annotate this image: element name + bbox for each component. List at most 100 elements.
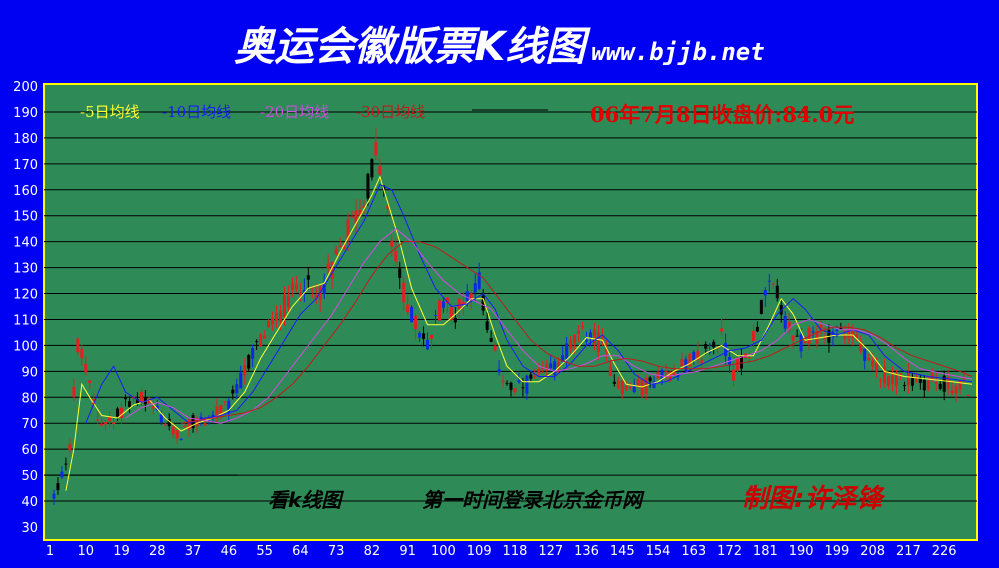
candle-body: [751, 331, 755, 342]
x-tick-label: 190: [789, 544, 814, 559]
candle-body: [724, 343, 728, 357]
candle-body: [585, 340, 589, 342]
x-tick-label: 19: [113, 544, 130, 559]
candle-body: [692, 352, 696, 361]
candle-body: [231, 389, 235, 394]
candle-body: [239, 372, 243, 389]
plot-area: [43, 83, 978, 541]
candle-body: [513, 388, 517, 393]
candle-body: [664, 371, 668, 373]
candle-body: [914, 376, 918, 382]
close-price-note: 06年7月8日收盘价:84.0元: [590, 102, 854, 127]
candle-body: [124, 397, 128, 400]
title-main: 奥运会徽版票K线图: [234, 24, 586, 70]
candle-body: [362, 206, 366, 208]
candle-body: [159, 414, 163, 423]
x-tick-label: 226: [932, 544, 957, 559]
candle-body: [767, 280, 771, 282]
candle-body: [561, 355, 565, 362]
candle-body: [954, 386, 958, 394]
candle-body: [716, 347, 720, 349]
candle-body: [600, 336, 604, 339]
candle-body: [326, 263, 330, 269]
candle-body: [648, 377, 652, 382]
candle-body: [426, 339, 430, 350]
candle-body: [298, 292, 302, 296]
candle-body: [183, 426, 187, 428]
candle-body: [521, 387, 525, 389]
candle-body: [898, 373, 902, 376]
x-tick-label: 217: [896, 544, 921, 559]
candle-body: [541, 367, 545, 369]
y-tick-label: 130: [13, 262, 38, 277]
candle-body: [660, 369, 664, 380]
caption-kline: 看k线图: [268, 488, 342, 512]
y-tick-label: 120: [13, 288, 38, 303]
x-tick-label: 1: [46, 544, 54, 559]
candle-body: [398, 268, 402, 278]
candle-body: [175, 429, 179, 439]
candle-body: [565, 343, 569, 359]
candle-body: [489, 338, 493, 342]
candle-body: [251, 347, 255, 359]
candle-body: [243, 365, 247, 376]
candle-body: [382, 185, 386, 189]
candle-body: [557, 362, 561, 370]
candle-body: [819, 324, 823, 331]
candle-body: [235, 384, 239, 394]
y-tick-label: 180: [13, 132, 38, 147]
candle-body: [402, 282, 406, 303]
x-tick-label: 28: [149, 544, 166, 559]
candle-body: [247, 355, 251, 369]
y-tick-label: 70: [21, 417, 38, 432]
y-tick-label: 50: [21, 469, 38, 484]
candle-body: [96, 419, 100, 421]
candle-body: [72, 387, 76, 398]
candle-body: [445, 297, 449, 304]
candle-body: [668, 371, 672, 382]
candle-body: [803, 341, 807, 343]
candle-body: [847, 328, 851, 338]
candle-body: [775, 285, 779, 299]
candle-body: [887, 376, 891, 387]
candle-body: [195, 418, 199, 427]
candle-body: [358, 209, 362, 217]
candle-body: [934, 382, 938, 384]
candle-body: [592, 329, 596, 345]
candle-body: [962, 378, 966, 380]
candle-body: [616, 380, 620, 389]
candle-body: [950, 390, 954, 394]
candle-body: [596, 332, 600, 353]
y-tick-label: 200: [13, 80, 38, 95]
candle-body: [179, 439, 183, 441]
candle-body: [306, 275, 310, 280]
x-tick-label: 199: [824, 544, 849, 559]
candle-body: [465, 291, 469, 301]
x-tick-label: 100: [431, 544, 456, 559]
candle-body: [787, 321, 791, 330]
candle-body: [696, 350, 700, 360]
ma5-line: [65, 175, 973, 491]
candle-body: [151, 406, 155, 409]
candle-body: [290, 282, 294, 290]
candle-body: [279, 311, 282, 322]
candle-body: [112, 422, 116, 425]
candle-body: [318, 286, 322, 300]
candle-body: [199, 416, 203, 421]
candle-body: [902, 385, 906, 387]
candle-body: [60, 471, 64, 478]
candle-body: [831, 331, 835, 338]
candle-body: [322, 284, 326, 294]
candle-body: [338, 245, 342, 247]
candle-body: [910, 377, 914, 386]
candle-body: [378, 165, 382, 175]
x-tick-label: 55: [256, 544, 273, 559]
candle-body: [493, 345, 497, 351]
candle-body: [799, 333, 803, 352]
candle-body: [116, 408, 120, 417]
candle-body: [127, 401, 131, 407]
x-tick-label: 118: [503, 544, 528, 559]
candle-body: [958, 380, 962, 390]
y-tick-label: 30: [21, 521, 38, 536]
